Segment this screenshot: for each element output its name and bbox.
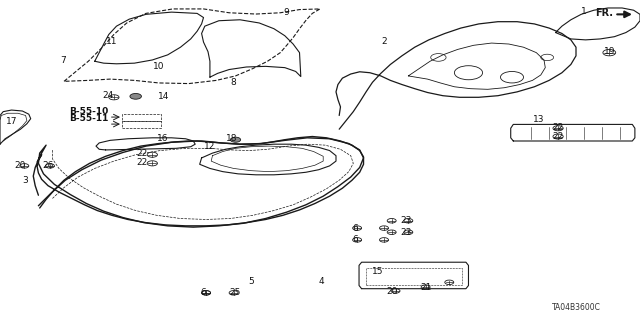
Text: 23: 23 (401, 216, 412, 225)
Bar (122, 121, 161, 128)
Text: B-55-11: B-55-11 (69, 114, 109, 123)
Text: 8: 8 (231, 78, 236, 87)
Text: 22: 22 (552, 132, 564, 141)
Text: 15: 15 (372, 267, 383, 276)
Text: 21: 21 (420, 283, 431, 292)
Text: 17: 17 (6, 117, 17, 126)
Bar (122, 114, 161, 121)
Circle shape (230, 137, 241, 142)
Text: 11: 11 (106, 37, 118, 46)
Text: 6: 6 (353, 235, 358, 244)
Text: 9: 9 (284, 8, 289, 17)
Text: 20: 20 (15, 161, 26, 170)
Text: TA04B3600C: TA04B3600C (552, 303, 600, 312)
Bar (366, 268, 462, 285)
Text: 16: 16 (157, 134, 169, 143)
Text: 2: 2 (381, 37, 387, 46)
Text: 26: 26 (42, 161, 54, 170)
Text: 13: 13 (533, 115, 545, 124)
Text: B-55-10: B-55-10 (69, 107, 108, 115)
Text: 22: 22 (136, 158, 148, 167)
Text: 24: 24 (102, 91, 113, 100)
Text: 14: 14 (157, 92, 169, 101)
Circle shape (130, 93, 141, 99)
Text: 25: 25 (230, 288, 241, 297)
Text: 22: 22 (136, 149, 148, 158)
Text: 6: 6 (201, 288, 206, 297)
Text: 22: 22 (552, 123, 564, 132)
Text: 18: 18 (226, 134, 237, 143)
Text: 1: 1 (581, 7, 586, 16)
Text: 10: 10 (153, 63, 164, 71)
Text: 5: 5 (248, 277, 253, 286)
Text: 6: 6 (353, 224, 358, 233)
Text: 4: 4 (319, 277, 324, 286)
Text: 19: 19 (604, 47, 615, 56)
Text: 20: 20 (386, 287, 397, 296)
Text: 7: 7 (60, 56, 65, 65)
Text: 12: 12 (204, 142, 216, 151)
Text: FR.: FR. (595, 8, 613, 19)
Text: 23: 23 (401, 228, 412, 237)
Text: 3: 3 (23, 176, 28, 185)
